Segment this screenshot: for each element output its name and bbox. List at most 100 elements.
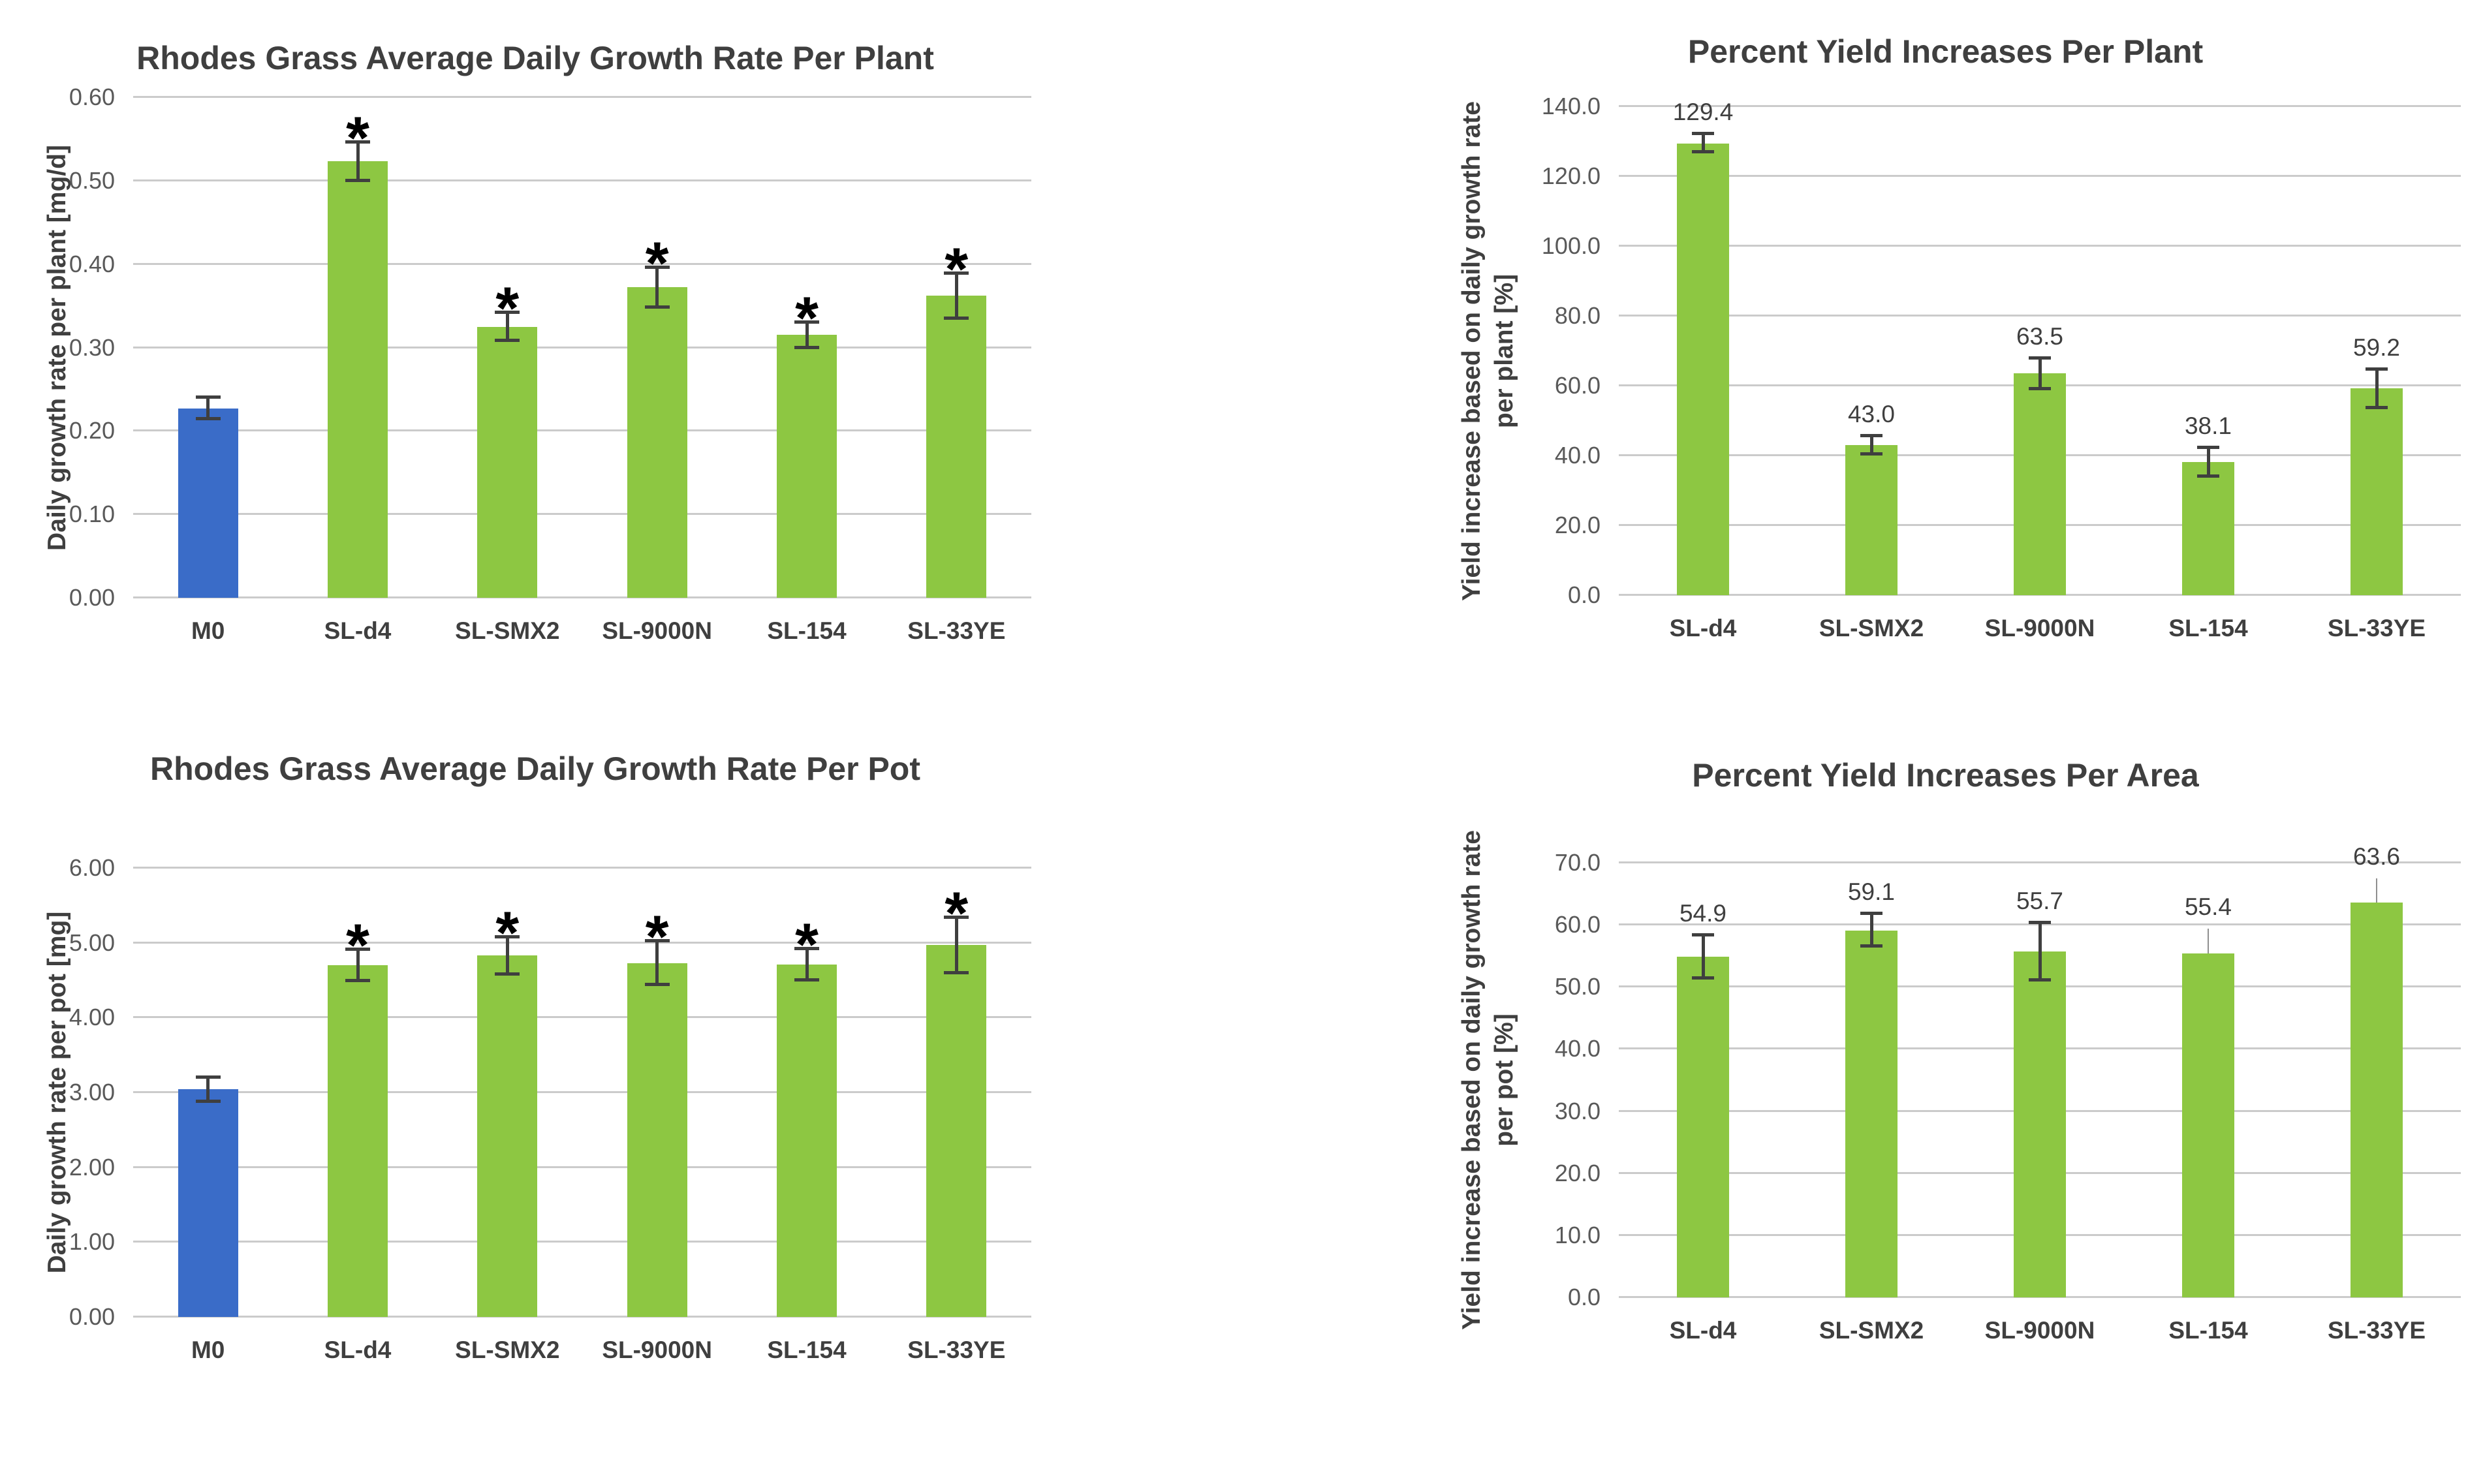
gridline (133, 1166, 1031, 1168)
error-bar-cap-top (2029, 921, 2051, 925)
error-bar-cap-bottom (1860, 452, 1882, 456)
y-tick-label: 0.60 (69, 84, 115, 110)
error-bar (954, 273, 958, 318)
chart-title: Rhodes Grass Average Daily Growth Rate P… (136, 40, 934, 76)
chart-title: Rhodes Grass Average Daily Growth Rate P… (149, 750, 920, 787)
error-bar (2208, 928, 2209, 953)
gridline (1619, 245, 2461, 247)
error-bar-cap-top (195, 1075, 221, 1079)
figure-page: { "colors": { "background": "#FFFFFF", "… (26, 20, 2461, 1363)
category-label: SL-d4 (324, 1337, 392, 1363)
bar-SL-33YE (2351, 388, 2403, 595)
bar-SL-9000N (627, 287, 687, 598)
error-bar-cap-bottom (345, 979, 370, 983)
category-label: SL-154 (767, 617, 847, 644)
category-label: SL-9000N (1984, 1317, 2095, 1344)
gridline (133, 1091, 1031, 1093)
data-label: 38.1 (2184, 412, 2232, 440)
error-bar-cap-bottom (944, 970, 969, 974)
bar-SL-SMX2 (477, 326, 538, 598)
category-label: SL-d4 (324, 617, 392, 644)
chart-title: Percent Yield Increases Per Area (1692, 757, 2199, 794)
y-tick-label: 5.00 (69, 929, 115, 956)
error-bar-cap-bottom (2197, 474, 2219, 478)
plot-area: 54.9 59.1 55.7 55.4 63.6 (1619, 843, 2461, 1298)
error-bar-cap-top (345, 140, 370, 144)
bar-M0 (178, 1089, 238, 1317)
error-bar (655, 267, 659, 308)
data-label: 63.5 (2016, 322, 2063, 350)
error-bar-cap-top (2366, 367, 2388, 371)
gridline (133, 867, 1031, 869)
bar-SL-d4 (328, 161, 388, 598)
bar-SL-9000N (2014, 373, 2066, 595)
error-bar-cap-top (1860, 434, 1882, 438)
category-label: SL-9000N (602, 617, 712, 644)
error-bar-cap-bottom (195, 1099, 221, 1103)
bar-SL-154 (2182, 462, 2234, 595)
plot-area: 129.4 43.0 63.5 38.1 59.2 (1619, 99, 2461, 596)
error-bar-cap-top (495, 935, 520, 938)
bar-SL-d4 (328, 965, 388, 1317)
gridline (1619, 105, 2461, 107)
gridline (133, 346, 1031, 348)
y-tick-label: 20.0 (1554, 1159, 1601, 1186)
bar-SL-154 (2182, 953, 2234, 1297)
y-tick-label: 60.0 (1554, 372, 1601, 399)
error-bar-cap-bottom (2029, 386, 2051, 390)
category-label: SL-SMX2 (455, 1337, 560, 1363)
data-label: 54.9 (1679, 900, 1726, 927)
significance-asterisk: * (945, 880, 969, 947)
category-label: SL-d4 (1669, 615, 1737, 642)
error-bar-cap-bottom (495, 972, 520, 976)
y-axis-label-line: Yield increase based on daily growth rat… (1458, 830, 1486, 1330)
gridline (133, 596, 1031, 598)
error-bar (1701, 134, 1705, 152)
gridline (133, 513, 1031, 516)
category-label: M0 (191, 617, 225, 644)
gridline (133, 179, 1031, 181)
y-tick-label: 30.0 (1554, 1097, 1601, 1124)
bar-SL-SMX2 (1845, 444, 1898, 595)
error-bar (655, 941, 659, 985)
y-tick-label: 40.0 (1554, 442, 1601, 469)
category-label: SL-9000N (602, 1337, 712, 1363)
error-bar-cap-bottom (345, 178, 370, 182)
chart-growth-rate-per-plant: Rhodes Grass Average Daily Growth Rate P… (26, 20, 1044, 679)
error-bar (206, 1077, 210, 1102)
error-bar (805, 948, 809, 980)
bar-SL-9000N (627, 963, 687, 1317)
error-bar-cap-top (2029, 356, 2051, 360)
y-tick-label: 0.0 (1567, 1284, 1601, 1310)
error-bar-cap-bottom (944, 316, 969, 320)
error-bar-cap-top (345, 948, 370, 951)
category-label: SL-33YE (907, 617, 1006, 644)
y-axis-label-line: per plant [%] (1490, 273, 1518, 428)
y-tick-label: 1.00 (69, 1228, 115, 1256)
data-label: 59.2 (2352, 333, 2400, 361)
y-tick-label: 0.20 (69, 417, 115, 444)
y-tick-label: 3.00 (69, 1079, 115, 1105)
data-label: 55.7 (2016, 888, 2063, 915)
y-tick-label: 0.40 (69, 250, 115, 277)
error-bar-cap-bottom (495, 339, 520, 343)
category-label: SL-SMX2 (455, 617, 560, 644)
gridline (133, 96, 1031, 98)
gridline (133, 941, 1031, 944)
error-bar (1869, 914, 1873, 946)
y-tick-label: 20.0 (1554, 512, 1601, 538)
error-bar-cap-bottom (1860, 944, 1882, 948)
error-bar-cap-top (794, 320, 819, 324)
error-bar (1701, 935, 1705, 978)
category-label: SL-9000N (1984, 615, 2095, 642)
data-label: 55.4 (2184, 893, 2232, 920)
y-tick-label: 100.0 (1541, 232, 1601, 259)
error-bar (206, 397, 210, 420)
y-tick-label: 0.00 (69, 584, 115, 611)
error-bar-cap-top (794, 946, 819, 950)
error-bar-cap-bottom (794, 345, 819, 349)
data-label: 129.4 (1672, 99, 1734, 126)
data-label: 59.1 (1847, 878, 1895, 906)
bar-SL-9000N (2014, 951, 2066, 1297)
error-bar-cap-bottom (2366, 405, 2388, 409)
